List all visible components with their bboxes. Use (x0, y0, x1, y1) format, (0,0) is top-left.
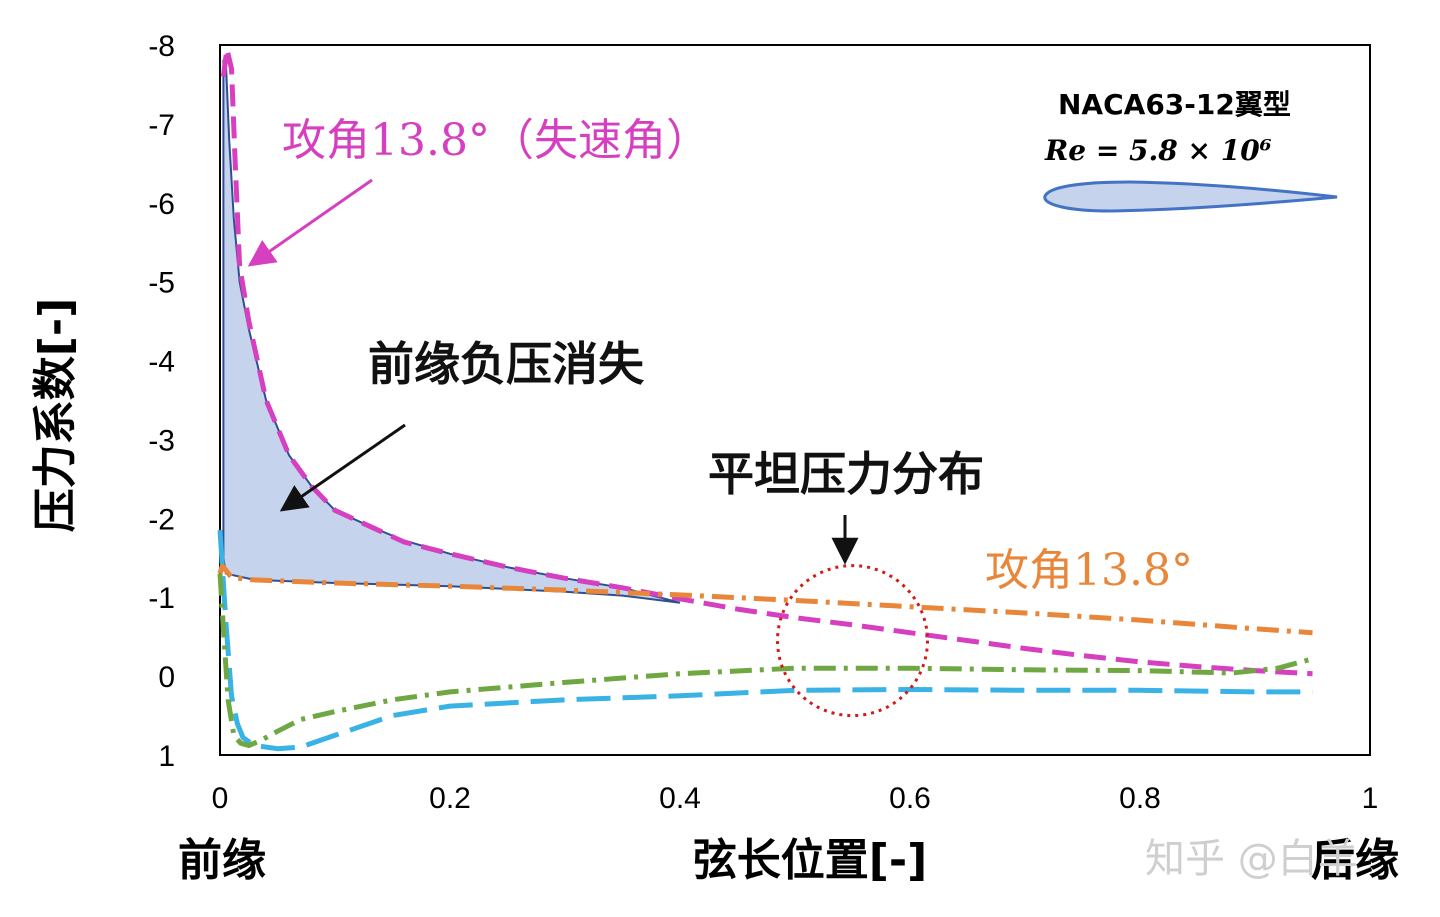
leading-edge-label: 前缘 (178, 835, 266, 886)
y-tick-label: -2 (148, 503, 175, 536)
series-layer (217, 46, 1314, 752)
x-tick-label: 0 (212, 782, 229, 815)
x-tick-label: 0.2 (429, 782, 471, 815)
series-line-3 (217, 530, 1313, 752)
flat-distribution-annotation: 平坦压力分布 (708, 447, 984, 501)
plot-area (219, 44, 1371, 756)
y-tick-label: -3 (148, 424, 175, 457)
x-tick-label: 1 (1362, 782, 1379, 815)
y-tick-label: 1 (158, 740, 175, 773)
le-suction-loss-arrow (279, 423, 406, 512)
y-axis-title: 压力系数[-] (30, 298, 81, 532)
y-tick-label: -1 (148, 582, 175, 615)
airfoil-shape (1043, 180, 1338, 213)
series-line-2 (217, 563, 1313, 636)
trailing-edge-label: 后缘 (1311, 835, 1399, 886)
y-tick-label: -5 (148, 267, 175, 300)
stall-annotation: 攻角13.8°（失速角） (282, 115, 710, 166)
x-tick-label: 0.4 (659, 782, 701, 815)
aoa-annotation: 攻角13.8° (985, 545, 1193, 596)
tick-layer: 0 0.2 0.4 0.6 0.8 1 -8 -7 -6 -5 -4 -3 -2 -1 0 1 (148, 30, 1378, 815)
flat-region-circle (776, 564, 929, 718)
y-tick-label: -8 (148, 30, 175, 63)
legend-reynolds: Re = 5.8 × 10⁶ (1044, 134, 1272, 167)
x-axis-title: 弦长位置[-] (693, 835, 927, 886)
watermark: 知乎 @白羊 (1145, 836, 1358, 882)
legend-title: NACA63-12翼型 (1058, 88, 1291, 121)
y-tick-label: -4 (148, 346, 175, 379)
y-tick-label: -7 (148, 109, 175, 142)
le-suction-loss-annotation: 前缘负压消失 (368, 337, 645, 391)
stall-arrow (247, 178, 373, 267)
y-tick-label: -6 (148, 188, 175, 221)
x-tick-label: 0.6 (889, 782, 931, 815)
series-line-1 (220, 46, 1313, 677)
x-tick-label: 0.8 (1119, 782, 1161, 815)
y-tick-label: 0 (158, 661, 175, 694)
